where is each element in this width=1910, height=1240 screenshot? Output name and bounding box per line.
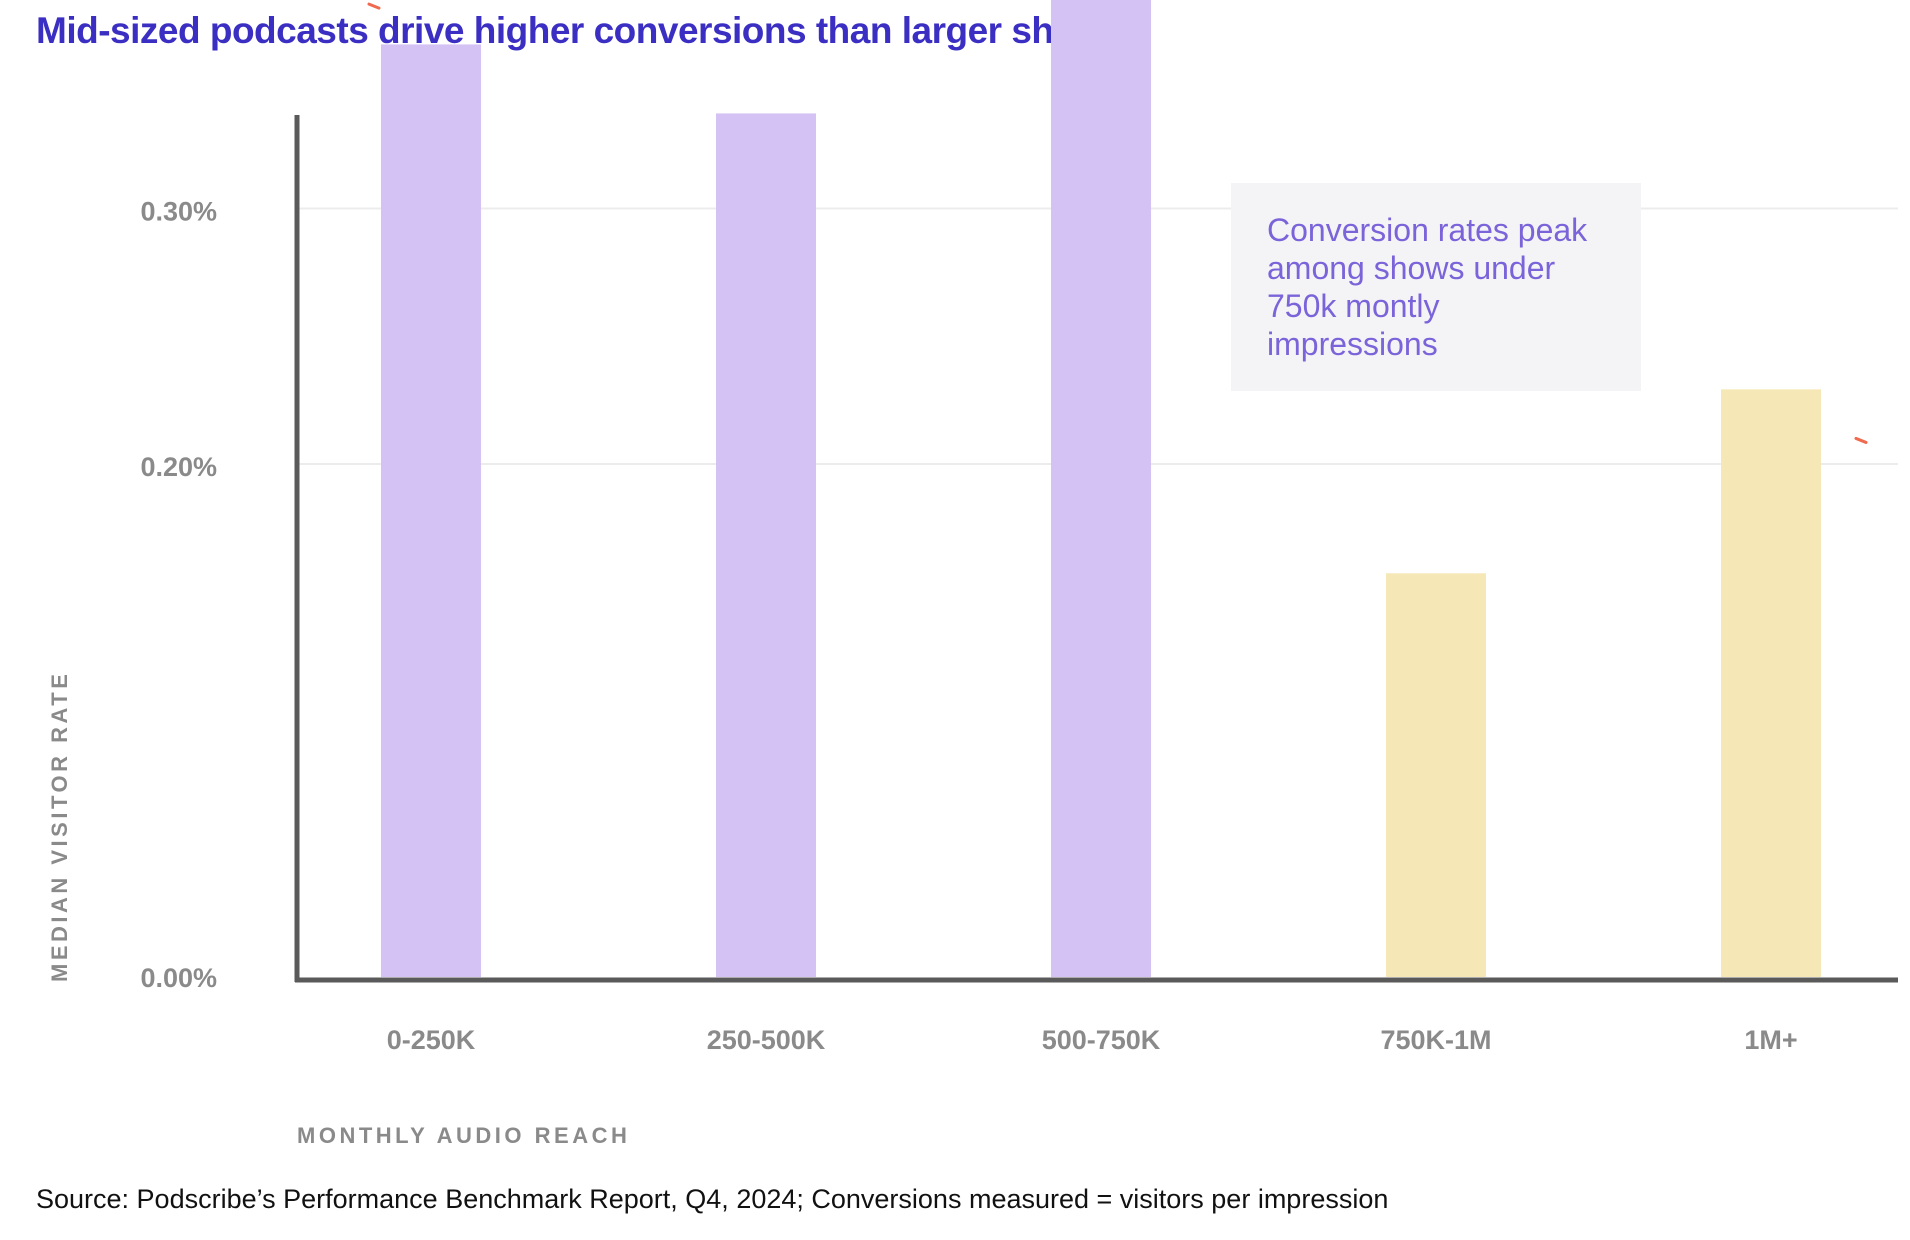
- x-tick-label: 1M+: [1744, 1025, 1797, 1055]
- x-axis-title: MONTHLY AUDIO REACH: [297, 1123, 630, 1148]
- y-tick-label: 0.20%: [140, 452, 217, 482]
- bar-750k-1m: [1386, 573, 1486, 977]
- marker-tick: [1854, 436, 1868, 444]
- bar-1m-: [1721, 389, 1821, 978]
- source-note: Source: Podscribe’s Performance Benchmar…: [36, 1184, 1389, 1214]
- y-tick-labels: 0.00%0.20%0.30%0.40%: [140, 197, 217, 994]
- bar-250-500k: [716, 113, 816, 977]
- markers: [367, 2, 1868, 444]
- y-axis-title: MEDIAN VISITOR RATE: [47, 671, 72, 982]
- bar-500-750k: [1051, 0, 1151, 978]
- marker-tick: [367, 2, 381, 10]
- x-tick-label: 250-500K: [707, 1025, 826, 1055]
- x-tick-label: 0-250K: [387, 1025, 476, 1055]
- axes: [294, 115, 1898, 983]
- annotation-text: Conversion rates peak among shows under …: [1267, 212, 1588, 362]
- chart-title: Mid-sized podcasts drive higher conversi…: [36, 10, 1125, 51]
- bar-0-250k: [381, 44, 481, 978]
- x-tick-label: 500-750K: [1042, 1025, 1161, 1055]
- annotation-callout: Conversion rates peak among shows under …: [1231, 183, 1641, 391]
- y-tick-label: 0.30%: [140, 197, 217, 227]
- x-tick-labels: 0-250K 250-500K 500-750K 750K-1M 1M+: [387, 1025, 1798, 1055]
- y-tick-label: 0.00%: [140, 963, 217, 993]
- bars: [381, 0, 1821, 978]
- x-tick-label: 750K-1M: [1380, 1025, 1491, 1055]
